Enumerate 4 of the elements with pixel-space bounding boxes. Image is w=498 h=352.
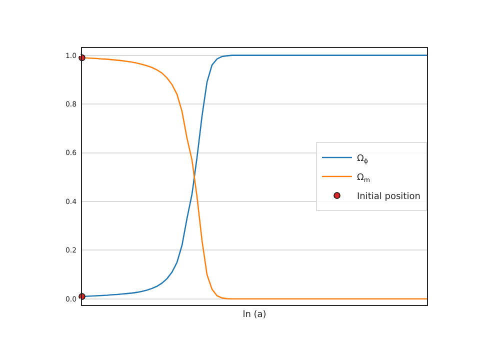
legend-label: Ω$_{m}$ [357,173,370,184]
legend-label: Initial position [357,192,420,202]
legend-label: Ω$_{ϕ}$ [357,154,368,165]
x-axis-title: ln (a) [242,310,266,320]
